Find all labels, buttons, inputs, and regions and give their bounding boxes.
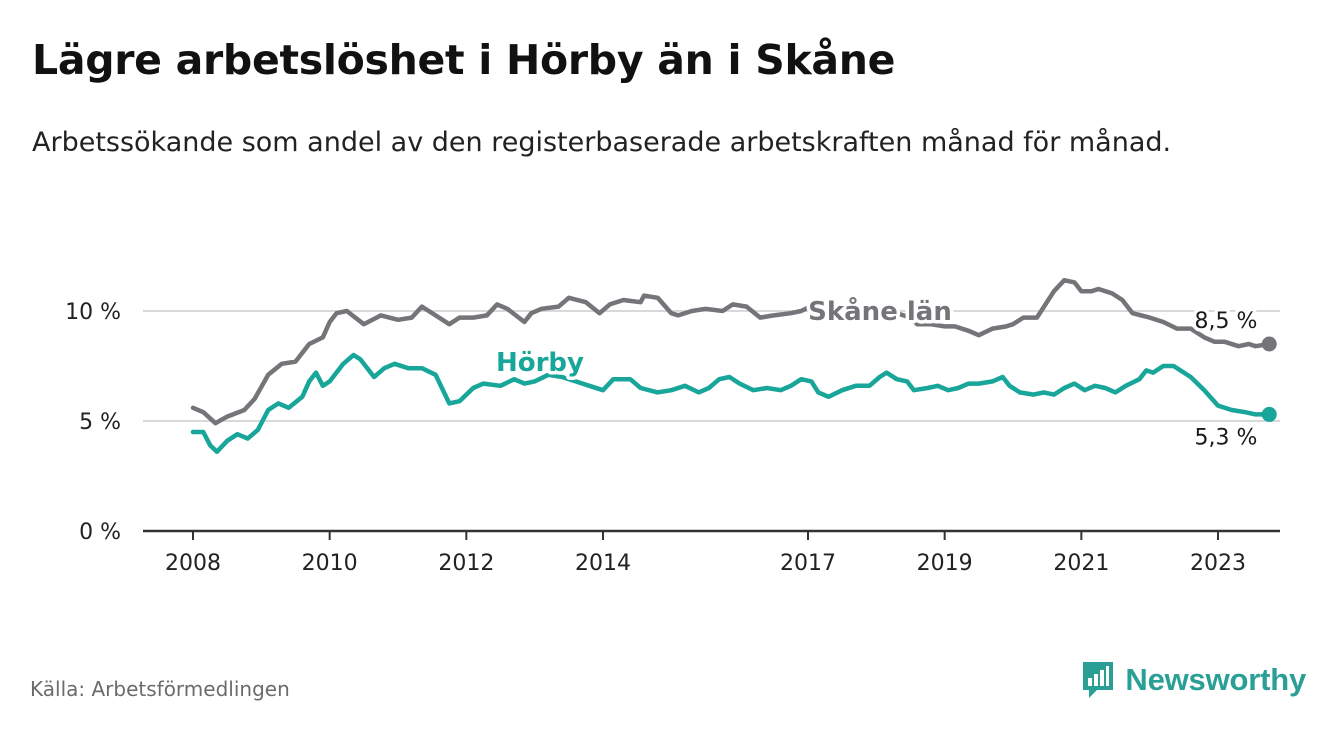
x-axis: 2008 2010 2012 2014 2017 2019 2021 2023 [143, 529, 1280, 576]
line-chart: 0 %5 %10 % 2008 2010 2012 2014 2017 2019 2021 2… [65, 277, 1280, 576]
x-tick-label: 2017 [780, 551, 836, 576]
gridlines: 0 % 5 % 10 % [65, 300, 1280, 545]
x-tick-label: 2014 [575, 551, 631, 576]
y-tick-label: 0 % [79, 520, 121, 545]
series-labels: Skåne län Hörby 8,5 % 5,3 % [492, 292, 1260, 454]
end-label-skane: 8,5 % [1195, 309, 1258, 334]
x-tick-label: 2019 [917, 551, 973, 576]
x-tick-label: 2012 [438, 551, 494, 576]
x-tick-label: 2008 [165, 551, 221, 576]
series-label-horby: Hörby [496, 348, 584, 378]
chart-subtitle: Arbetssökande som andel av den registerb… [32, 127, 1172, 158]
chart-title: Lägre arbetslöshet i Hörby än i Skåne [32, 36, 896, 84]
source-note: Källa: Arbetsförmedlingen [30, 677, 290, 701]
series-line-horby [190, 352, 1272, 455]
brand-logo: Newsworthy [1081, 660, 1306, 700]
x-tick-label: 2021 [1053, 551, 1109, 576]
y-tick-label: 10 % [65, 300, 121, 325]
end-label-horby: 5,3 % [1195, 425, 1258, 450]
series-label-skane: Skåne län [808, 295, 952, 327]
series-line-skane [190, 277, 1272, 426]
series-lines [190, 277, 1277, 455]
x-tick-label: 2010 [302, 551, 358, 576]
y-tick-label: 5 % [79, 410, 121, 435]
end-point-skane [1261, 336, 1277, 352]
newsworthy-logo-icon [1083, 662, 1114, 698]
brand-name: Newsworthy [1125, 662, 1306, 697]
x-tick-label: 2023 [1190, 551, 1246, 576]
end-point-horby [1261, 406, 1277, 422]
